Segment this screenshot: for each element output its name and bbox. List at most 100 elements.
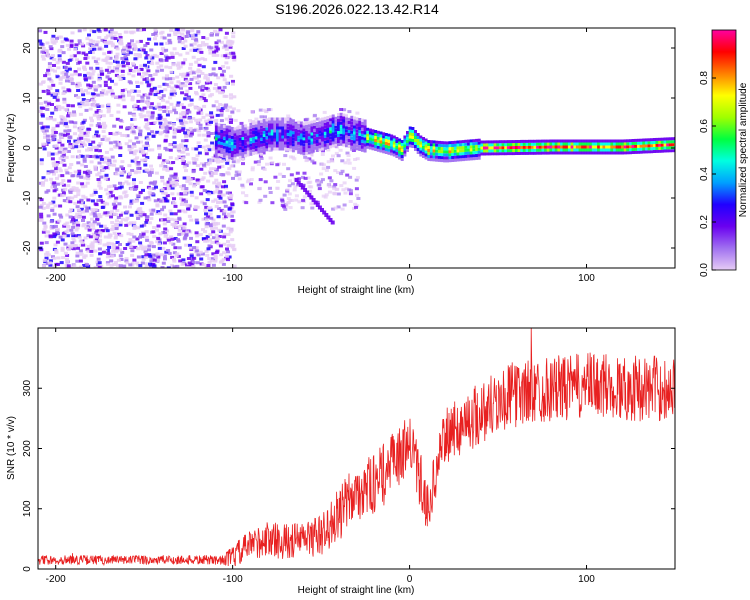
spectrogram-cell (86, 264, 90, 268)
spectrogram-cell (631, 145, 635, 148)
spectrogram-cell (671, 143, 675, 147)
spectrogram-cell (512, 140, 516, 144)
spectrogram-cell (414, 142, 417, 145)
spectrogram-cell (96, 263, 101, 267)
spectrogram-cell (44, 49, 49, 52)
spectrogram-cell (655, 143, 659, 147)
spectrogram-cell (136, 255, 141, 259)
spectrogram-cell (345, 117, 348, 121)
spectrogram-cell (334, 188, 339, 191)
spectrogram-cell (230, 127, 234, 130)
spectrogram-cell (183, 84, 188, 88)
spectrogram-cell (207, 123, 212, 126)
spectrogram-cell (615, 139, 619, 143)
spectrogram-cell (313, 128, 317, 132)
spectrogram-cell (162, 222, 167, 226)
spectrogram-cell (348, 175, 353, 179)
spectrogram-cell (345, 120, 348, 124)
spectrogram-cell (205, 37, 210, 41)
spectrogram-cell (257, 150, 261, 154)
spectrogram-cell (488, 146, 492, 150)
spectrogram-cell (339, 118, 343, 122)
spectrogram-cell (660, 137, 664, 141)
spectrogram-cell (342, 113, 346, 117)
spectrogram-cell (278, 120, 282, 124)
spectrogram-cell (278, 147, 282, 151)
spectrogram-cell (173, 218, 178, 222)
spectrogram-cell (74, 186, 79, 190)
spectrogram-cell (155, 203, 160, 207)
spectrogram-cell (240, 183, 245, 187)
spectrogram-cell (573, 139, 577, 143)
spectrogram-cell (164, 125, 169, 129)
spectrogram-cell (225, 152, 229, 156)
spectrogram-cell (83, 176, 88, 180)
spectrogram-cell (98, 234, 102, 238)
spectrogram-cell (154, 42, 159, 46)
spectrogram-cell (198, 123, 203, 127)
spectrogram-cell (218, 28, 223, 32)
spectrogram-cell (178, 224, 183, 228)
spectrogram-cell (305, 190, 310, 195)
spectrogram-cell (416, 142, 420, 145)
spectrogram-cell (268, 120, 271, 124)
spectrogram-cell (118, 41, 123, 45)
spectrogram-cell (429, 155, 433, 159)
spectrogram-cell (53, 108, 58, 112)
spectrogram-cell (668, 137, 672, 141)
spectrogram-cell (99, 69, 104, 73)
spectrogram-cell (567, 142, 571, 146)
spectrogram-cell (206, 79, 211, 83)
spectrogram-cell (41, 264, 46, 268)
spectrogram-cell (299, 148, 303, 152)
spectrogram-cell (286, 167, 291, 171)
spectrogram-cell (39, 212, 44, 216)
spectrogram-cell (307, 142, 311, 146)
spectrogram-cell (214, 140, 218, 144)
spectrogram-cell (58, 235, 63, 239)
spectrogram-cell (289, 121, 293, 125)
spectrogram-cell (210, 141, 215, 145)
spectrogram-cell (477, 150, 481, 154)
spectrogram-cell (73, 170, 78, 174)
spectrogram-cell (71, 237, 76, 240)
spectrogram-cell (230, 154, 234, 157)
spectrogram-cell (366, 130, 370, 134)
spectrogram-cell (422, 149, 425, 152)
spectrogram-cell (137, 170, 142, 174)
spectrogram-cell (156, 224, 161, 228)
spectrogram-cell (91, 39, 96, 43)
spectrogram-cell (575, 142, 579, 146)
spectrogram-cell (105, 57, 110, 61)
spectrogram-cell (106, 106, 111, 109)
spectrogram-cell (268, 147, 271, 151)
spectrogram-cell (198, 70, 203, 74)
spectrogram-cell (629, 145, 632, 149)
spectrogram-cell (281, 120, 285, 124)
spectrogram-cell (217, 228, 222, 232)
spectrogram-cell (334, 125, 338, 129)
spectrogram-cell (313, 200, 318, 205)
spectrogram-cell (167, 33, 172, 37)
spectrogram-cell (299, 121, 303, 125)
spectrogram-cell (294, 129, 298, 132)
spectrogram-cell (120, 56, 125, 60)
spectrogram-cell (353, 116, 356, 120)
spectrogram-cell (118, 78, 123, 81)
spectrogram-cell (115, 60, 120, 64)
spectrogram-cell (159, 68, 164, 72)
spectrogram-cell (220, 148, 224, 151)
spectrogram-cell (589, 139, 593, 143)
spectrogram-cell (599, 139, 603, 143)
spectrogram-cell (118, 264, 123, 268)
spectrogram-cell (440, 144, 444, 148)
spectrogram-cell (153, 199, 158, 203)
spectrogram-cell (286, 135, 290, 139)
spectrogram-cell (136, 162, 141, 166)
spectrogram-cell (170, 255, 175, 259)
spectrogram-cell (631, 151, 635, 154)
spectrogram-cell (62, 75, 67, 79)
spectrogram-cell (108, 141, 113, 145)
spectrogram-cell (339, 136, 343, 140)
spectrogram-cell (136, 207, 141, 211)
